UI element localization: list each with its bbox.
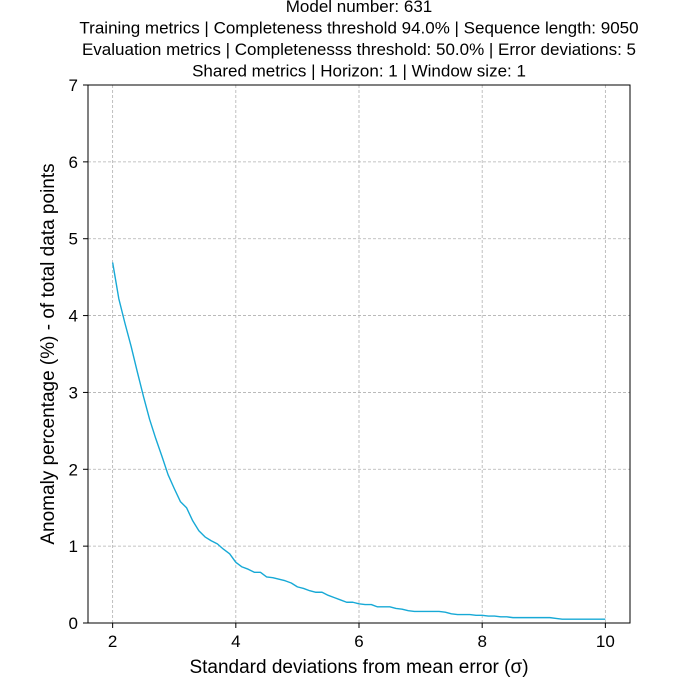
y-axis-label: Anomaly percentage (%) - of total data p…	[38, 163, 59, 544]
x-tick-label-3: 8	[477, 632, 486, 651]
y-tick-label-4: 4	[69, 307, 78, 326]
series-line-0	[111, 262, 606, 620]
y-tick-label-7: 7	[69, 76, 78, 95]
x-tick-label-0: 2	[108, 632, 117, 651]
x-tick-label-2: 6	[354, 632, 363, 651]
x-axis-ticks: 2 4 6 8 10	[108, 623, 615, 651]
series-layer	[111, 262, 606, 620]
y-tick-label-1: 1	[69, 537, 78, 556]
title-line-3: Evaluation metrics | Completenesss thres…	[82, 40, 636, 59]
y-tick-label-3: 3	[69, 383, 78, 402]
y-axis-ticks: 0 1 2 3 4 5 6 7	[69, 76, 88, 633]
x-tick-label-1: 4	[231, 632, 240, 651]
y-tick-label-0: 0	[69, 614, 78, 633]
x-tick-label-4: 10	[596, 632, 615, 651]
x-axis-label: Standard deviations from mean error (σ)	[189, 657, 528, 678]
y-tick-label-2: 2	[69, 460, 78, 479]
title-line-1: Model number: 631	[286, 0, 432, 16]
y-tick-label-5: 5	[69, 230, 78, 249]
chart-title: Model number: 631 Training metrics | Comp…	[79, 0, 638, 81]
y-tick-label-6: 6	[69, 153, 78, 172]
grid	[88, 84, 630, 624]
title-line-4: Shared metrics | Horizon: 1 | Window siz…	[192, 62, 526, 81]
title-line-2: Training metrics | Completeness threshol…	[79, 19, 638, 38]
